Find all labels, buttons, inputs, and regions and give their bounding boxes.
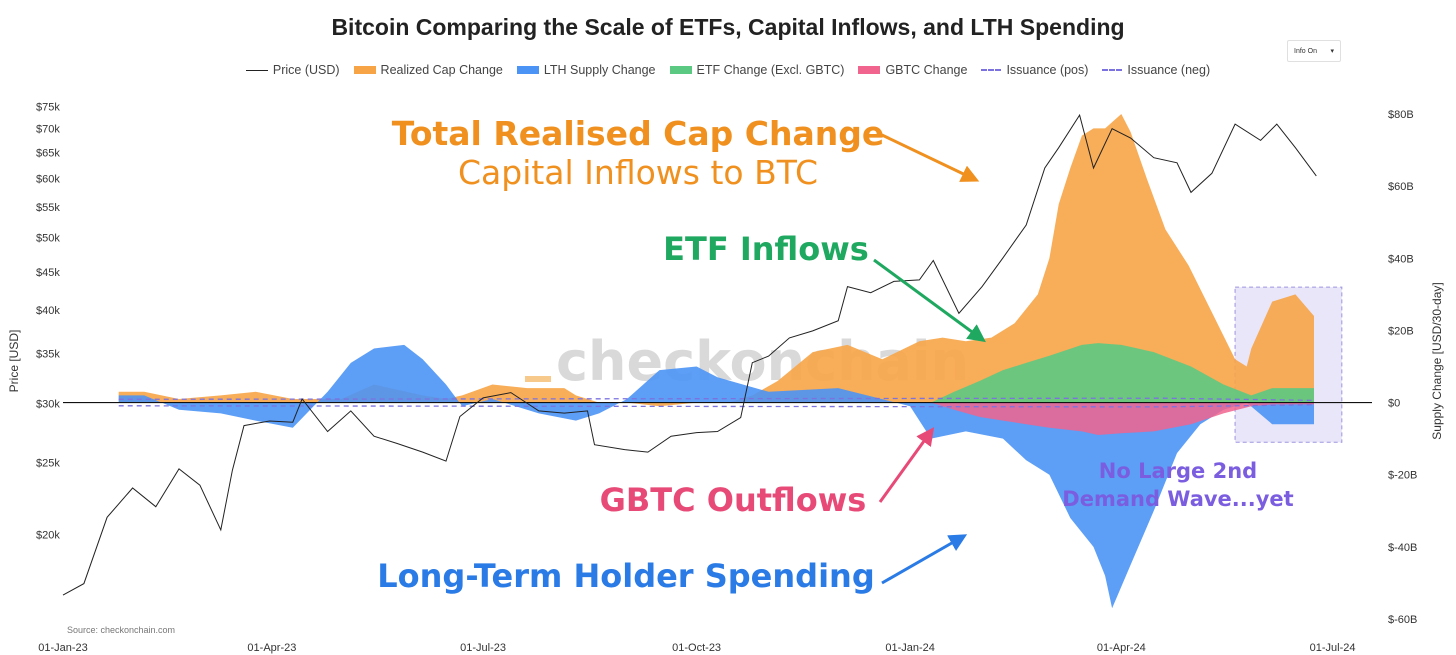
x-tick-label: 01-Jan-24: [885, 642, 935, 654]
y-left-tick-label: $60k: [36, 174, 60, 186]
annotation-realized-cap: Total Realised Cap Change: [392, 114, 885, 153]
issuance-pos-line: [118, 397, 1315, 402]
etf-inflows-arrow: [873, 258, 986, 343]
legend-label: Realized Cap Change: [380, 63, 503, 77]
gbtc-change-area: [931, 402, 1314, 435]
x-tick-label: 01-Apr-24: [1097, 642, 1146, 654]
annotation-no-large-wave-1: No Large 2nd: [1099, 459, 1257, 483]
y-right-tick-label: $20B: [1388, 325, 1414, 337]
legend-label: Price (USD): [272, 63, 340, 77]
y-right-tick-label: $-60B: [1388, 614, 1417, 626]
y-right-tick-label: $40B: [1388, 253, 1414, 265]
y-left-tick-label: $20k: [36, 530, 60, 542]
y-right-tick-label: $60B: [1388, 181, 1414, 193]
legend-swatch: [858, 66, 881, 74]
source-text: Source: checkonchain.com: [67, 625, 175, 635]
y-right-axis-title: Supply Change [USD/30-day]: [1430, 282, 1444, 439]
legend-label: ETF Change (Excl. GBTC): [696, 63, 845, 77]
legend-item[interactable]: Realized Cap Change: [353, 63, 503, 77]
realized-cap-arrow: [881, 133, 980, 182]
chart-legend: Price (USD) Realized Cap Change LTH Supply…: [0, 63, 1456, 77]
legend-swatch: [353, 66, 376, 74]
legend-item[interactable]: Issuance (pos): [981, 63, 1088, 77]
y-left-tick-label: $65k: [36, 148, 60, 160]
legend-label: Issuance (pos): [1006, 63, 1089, 77]
y-right-tick-label: $0: [1388, 398, 1400, 410]
realized-cap-area: [118, 114, 1315, 407]
y-left-tick-label: $25k: [36, 457, 60, 469]
annotation-gbtc-outflows: GBTC Outflows: [600, 481, 867, 519]
x-tick-label: 01-Oct-23: [672, 642, 721, 654]
annotation-no-large-wave-2: Demand Wave...yet: [1062, 487, 1293, 511]
legend-label: LTH Supply Change: [543, 63, 656, 77]
x-tick-label: 01-Apr-23: [247, 642, 296, 654]
x-tick-label: 01-Jul-23: [460, 642, 506, 654]
legend-item[interactable]: Price (USD): [245, 63, 340, 77]
legend-item[interactable]: Issuance (neg): [1102, 63, 1210, 77]
legend-swatch: [669, 66, 692, 74]
y-left-tick-label: $35k: [36, 348, 60, 360]
info-toggle-select[interactable]: Info On ▾: [1287, 40, 1341, 62]
legend-item[interactable]: ETF Change (Excl. GBTC): [669, 63, 845, 77]
annotation-etf-inflows: ETF Inflows: [663, 230, 869, 268]
y-left-tick-label: $75k: [36, 101, 60, 113]
y-left-tick-label: $40k: [36, 305, 60, 317]
legend-label: GBTC Change: [885, 63, 968, 77]
annotation-capital-inflows: Capital Inflows to BTC: [458, 153, 818, 192]
x-tick-label: 01-Jul-24: [1310, 642, 1356, 654]
watermark-logo-bar: [525, 376, 551, 382]
legend-swatch: [1102, 69, 1123, 71]
y-left-tick-label: $55k: [36, 202, 60, 214]
legend-item[interactable]: GBTC Change: [858, 63, 967, 77]
annotation-lth-spending: Long-Term Holder Spending: [377, 557, 874, 595]
y-left-tick-label: $50k: [36, 233, 60, 245]
legend-label: Issuance (neg): [1127, 63, 1211, 77]
y-right-tick-label: $80B: [1388, 109, 1414, 121]
legend-swatch: [245, 69, 268, 71]
y-left-tick-label: $45k: [36, 267, 60, 279]
y-left-tick-label: $30k: [36, 398, 60, 410]
lth-spending-arrow: [881, 534, 968, 585]
y-left-tick-label: $70k: [36, 124, 60, 136]
gbtc-outflows-arrow: [878, 427, 935, 503]
legend-swatch: [516, 66, 539, 74]
legend-swatch: [981, 69, 1002, 71]
price-line: [62, 113, 1317, 596]
info-toggle-label: Info On: [1294, 47, 1317, 55]
chevron-down-icon: ▾: [1330, 48, 1334, 55]
etf-change-area: [931, 343, 1314, 403]
y-right-tick-label: $-20B: [1388, 470, 1417, 482]
chart-title: Bitcoin Comparing the Scale of ETFs, Cap…: [331, 14, 1125, 40]
legend-item[interactable]: LTH Supply Change: [516, 63, 656, 77]
x-tick-label: 01-Jan-23: [38, 642, 88, 654]
issuance-neg-line: [118, 404, 1315, 408]
y-left-axis-title: Price [USD]: [7, 330, 21, 393]
y-right-tick-label: $-40B: [1388, 542, 1417, 554]
